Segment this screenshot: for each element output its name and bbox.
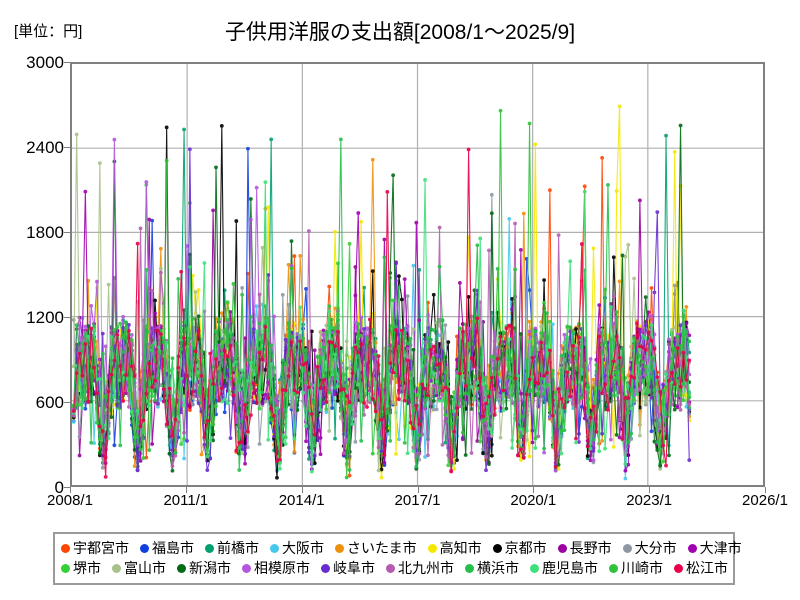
y-tickmark	[64, 232, 70, 233]
legend-marker-icon	[609, 563, 618, 573]
x-tick-label: 2017/1	[394, 492, 441, 509]
x-tickmark	[533, 487, 534, 493]
legend-label: 前橋市	[217, 540, 259, 556]
legend-item-京都市[interactable]: 京都市	[492, 540, 547, 556]
legend-marker-icon	[530, 563, 539, 573]
legend-label: 堺市	[73, 560, 101, 576]
y-tickmark	[64, 147, 70, 148]
chart-legend: 宇都宮市 福島市 前橋市 大阪市 さいたま市 高知市 京都市 長野市 大分市 大津市堺市 富山市 新潟…	[53, 532, 742, 585]
x-tickmark	[649, 487, 650, 493]
y-tick-label: 1200	[26, 308, 64, 327]
plot-area	[70, 62, 765, 487]
legend-item-堺市[interactable]: 堺市	[61, 560, 101, 576]
legend-item-川崎市[interactable]: 川崎市	[609, 560, 663, 576]
legend-label: 宇都宮市	[73, 540, 129, 556]
legend-marker-icon	[242, 563, 251, 573]
legend-item-鹿児島市[interactable]: 鹿児島市	[530, 560, 598, 576]
legend-item-福島市[interactable]: 福島市	[140, 540, 194, 556]
legend-marker-icon	[112, 563, 121, 573]
legend-label: 北九州市	[398, 560, 454, 576]
y-tick-label: 1800	[26, 223, 64, 242]
x-tick-label: 2026/1	[742, 492, 788, 509]
legend-item-長野市[interactable]: 長野市	[557, 540, 612, 556]
x-tickmark	[765, 487, 766, 493]
legend-marker-icon	[674, 563, 683, 573]
legend-marker-icon	[465, 563, 474, 573]
series-松江市	[72, 147, 692, 479]
legend-label: 長野市	[569, 540, 612, 556]
y-tick-label: 3000	[26, 53, 64, 72]
x-tickmark	[70, 487, 71, 493]
series-layer	[72, 104, 692, 481]
legend-item-大阪市[interactable]: 大阪市	[270, 540, 324, 556]
legend-label: 福島市	[152, 540, 194, 556]
legend-item-新潟市[interactable]: 新潟市	[177, 560, 231, 576]
y-tick-label: 600	[35, 393, 64, 412]
legend-label: 松江市	[686, 560, 728, 576]
legend-item-宇都宮市[interactable]: 宇都宮市	[61, 540, 129, 556]
legend-item-前橋市[interactable]: 前橋市	[205, 540, 259, 556]
y-tickmark	[64, 402, 70, 403]
legend-label: 大津市	[699, 540, 742, 556]
y-tickmark	[64, 62, 70, 63]
x-tickmark	[302, 487, 303, 493]
x-axis: 2008/1 2011/1 2014/1 2017/1 2020/1 2023/1 2026…	[0, 492, 800, 516]
legend-marker-icon	[622, 543, 632, 553]
legend-item-北九州市[interactable]: 北九州市	[386, 560, 454, 576]
legend-item-大分市[interactable]: 大分市	[622, 540, 677, 556]
x-tickmark	[418, 487, 419, 493]
legend-item-横浜市[interactable]: 横浜市	[465, 560, 519, 576]
y-tick-label: 0	[54, 478, 64, 497]
legend-label: 京都市	[504, 540, 547, 556]
legend-marker-icon	[205, 543, 214, 553]
legend-marker-icon	[61, 563, 70, 573]
chart-title: 子供用洋服の支出額[2008/1～2025/9]	[224, 21, 576, 44]
legend-marker-icon	[557, 543, 567, 553]
unit-label: [単位：円]	[14, 23, 83, 40]
legend-item-さいたま市[interactable]: さいたま市	[335, 540, 417, 556]
legend-label: 高知市	[439, 540, 482, 556]
legend-row: 宇都宮市 福島市 前橋市 大阪市 さいたま市 高知市 京都市 長野市 大分市 大津市	[61, 538, 742, 558]
legend-label: 富山市	[124, 560, 166, 576]
x-tick-label: 2023/1	[626, 492, 673, 509]
legend-label: 岐阜市	[333, 560, 375, 576]
legend-row: 堺市 富山市 新潟市 相模原市 岐阜市 北九州市 横浜市 鹿児島市 川崎市 松江市	[61, 558, 728, 578]
x-tick-label: 2008/1	[47, 492, 93, 509]
legend-item-相模原市[interactable]: 相模原市	[242, 560, 310, 576]
legend-marker-icon	[270, 543, 279, 553]
legend-label: 相模原市	[254, 560, 310, 576]
legend-label: さいたま市	[347, 540, 417, 556]
legend-item-大津市[interactable]: 大津市	[687, 540, 742, 556]
x-tick-label: 2020/1	[510, 492, 557, 509]
legend-label: 大分市	[634, 540, 677, 556]
legend-marker-icon	[335, 543, 344, 553]
y-tick-label: 2400	[26, 138, 64, 157]
legend-marker-icon	[427, 543, 437, 553]
x-tick-label: 2011/1	[163, 492, 209, 509]
x-tick-label: 2014/1	[278, 492, 325, 509]
legend-marker-icon	[177, 563, 186, 573]
legend-marker-icon	[61, 543, 70, 553]
legend-item-富山市[interactable]: 富山市	[112, 560, 166, 576]
x-tickmark	[186, 487, 187, 493]
y-axis: 0 600 1200 1800 2400 3000	[0, 0, 64, 600]
legend-marker-icon	[321, 563, 330, 573]
legend-marker-icon	[687, 543, 697, 553]
legend-marker-icon	[386, 563, 395, 573]
y-tickmark	[64, 317, 70, 318]
legend-marker-icon	[140, 543, 149, 553]
legend-item-松江市[interactable]: 松江市	[674, 560, 728, 576]
legend-label: 横浜市	[477, 560, 519, 576]
y-tickmark	[64, 487, 70, 488]
legend-item-高知市[interactable]: 高知市	[427, 540, 482, 556]
legend-marker-icon	[492, 543, 502, 553]
legend-label: 大阪市	[282, 540, 324, 556]
legend-label: 新潟市	[189, 560, 231, 576]
legend-label: 鹿児島市	[542, 560, 598, 576]
legend-item-岐阜市[interactable]: 岐阜市	[321, 560, 375, 576]
legend-label: 川崎市	[621, 560, 663, 576]
